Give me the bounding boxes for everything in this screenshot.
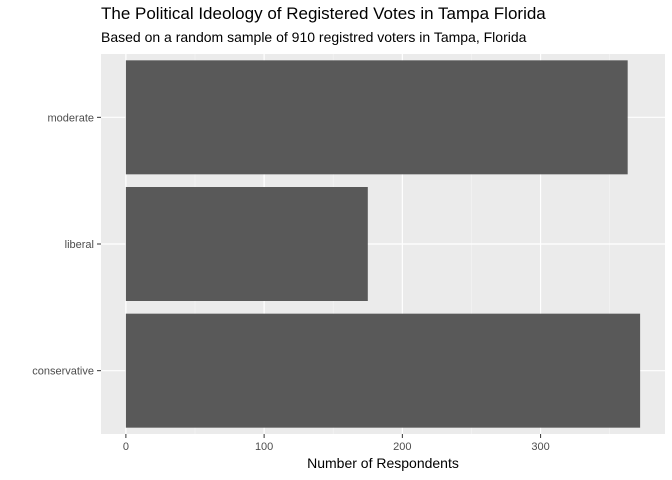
bar-conservative — [125, 313, 641, 428]
bar-moderate — [125, 60, 628, 175]
x-tick-label: 100 — [255, 441, 273, 453]
chart-title: The Political Ideology of Registered Vot… — [101, 4, 546, 23]
x-tick-label: 0 — [123, 441, 129, 453]
x-tick-label: 200 — [393, 441, 411, 453]
y-tick-label-moderate: moderate — [48, 112, 94, 124]
bar-liberal — [125, 187, 368, 301]
x-axis-label: Number of Respondents — [307, 455, 459, 471]
x-tick-label: 300 — [531, 441, 549, 453]
y-tick-label-liberal: liberal — [65, 239, 94, 251]
y-tick-label-conservative: conservative — [32, 366, 94, 378]
chart-subtitle: Based on a random sample of 910 registre… — [101, 29, 527, 45]
